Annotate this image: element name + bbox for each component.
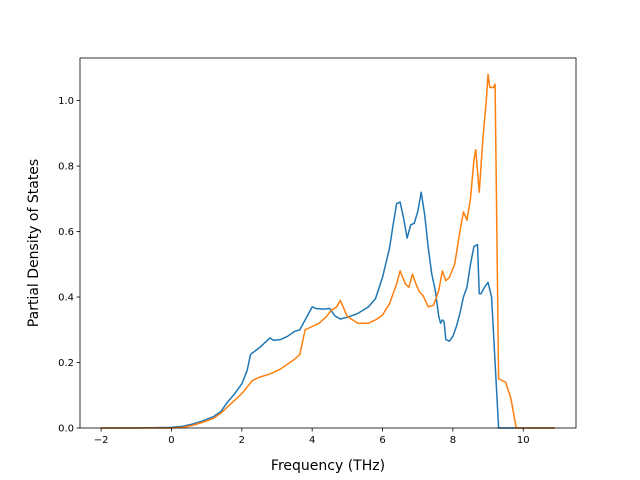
- y-tick-label: 0.0: [58, 424, 74, 435]
- x-tick-label: 10: [517, 435, 530, 446]
- y-tick-label: 0.8: [58, 162, 74, 173]
- x-tick-label: 0: [168, 435, 174, 446]
- x-axis-ticks: −2 0 2 4 6 8 10: [94, 428, 530, 446]
- x-tick-label: 6: [379, 435, 385, 446]
- y-tick-label: 0.6: [58, 227, 74, 238]
- series-line-1: [101, 191, 555, 429]
- y-axis-ticks: 0.0 0.2 0.4 0.6 0.8 1.0: [58, 96, 80, 435]
- y-tick-label: 0.4: [58, 293, 74, 304]
- axes-frame: [79, 57, 577, 429]
- x-tick-label: 2: [239, 435, 245, 446]
- y-axis-label: Partial Density of States: [26, 159, 42, 327]
- x-tick-label: 4: [309, 435, 315, 446]
- x-tick-label: −2: [94, 435, 109, 446]
- x-axis-label: Frequency (THz): [271, 458, 385, 474]
- y-tick-label: 0.2: [58, 358, 74, 369]
- x-tick-label: 8: [450, 435, 456, 446]
- y-tick-label: 1.0: [58, 96, 74, 107]
- series-line-2: [101, 73, 555, 429]
- series-lines: [101, 73, 555, 429]
